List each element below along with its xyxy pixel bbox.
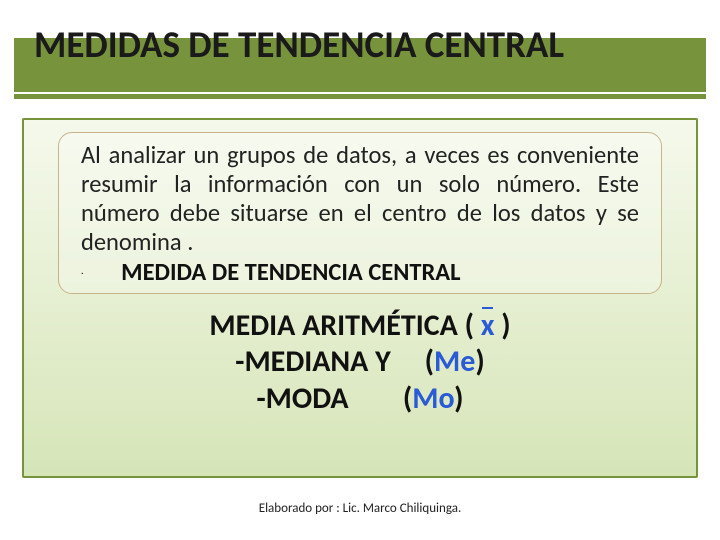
footer-credit: Elaborado por : Lic. Marco Chiliquinga.: [0, 501, 720, 516]
measure-moda: -MODA (Mo): [50, 381, 670, 418]
content-panel: Al analizar un grupos de datos, a veces …: [22, 118, 698, 478]
paren-close: ): [475, 343, 484, 380]
xbar-symbol: x: [481, 308, 495, 345]
bullet-dot: .: [81, 264, 84, 277]
measure-mediana: -MEDIANA Y (Me): [50, 344, 670, 381]
header: MEDIDAS DE TENDENCIA CENTRAL: [14, 14, 706, 82]
measure-mediana-symbol: Me: [434, 343, 475, 380]
measure-media-label: MEDIA ARITMÉTICA: [209, 307, 457, 344]
measure-moda-symbol: Mo: [412, 380, 454, 417]
intro-box: Al analizar un grupos de datos, a veces …: [58, 132, 662, 294]
measures-list: MEDIA ARITMÉTICA ( x ) -MEDIANA Y (Me) -…: [50, 308, 670, 418]
spacer: [398, 343, 418, 380]
measure-mediana-label: -MEDIANA Y: [235, 343, 390, 380]
intro-emphasis: MEDIDA DE TENDENCIA CENTRAL: [121, 257, 460, 287]
spacer: [355, 380, 396, 417]
xbar-overline: [482, 307, 493, 309]
intro-text: Al analizar un grupos de datos, a veces …: [81, 141, 639, 257]
paren-close: ): [454, 380, 463, 417]
measure-moda-label: -MODA: [257, 380, 349, 417]
paren-open: (: [403, 380, 412, 417]
measure-media: MEDIA ARITMÉTICA ( x ): [50, 308, 670, 345]
measure-media-symbol: x: [481, 307, 495, 344]
intro-emphasis-line: . MEDIDA DE TENDENCIA CENTRAL: [81, 257, 639, 287]
header-underline: [14, 94, 706, 99]
paren-close: ): [495, 307, 511, 344]
page-title: MEDIDAS DE TENDENCIA CENTRAL: [34, 22, 686, 67]
paren-open: (: [465, 307, 481, 344]
paren-open: (: [425, 343, 434, 380]
